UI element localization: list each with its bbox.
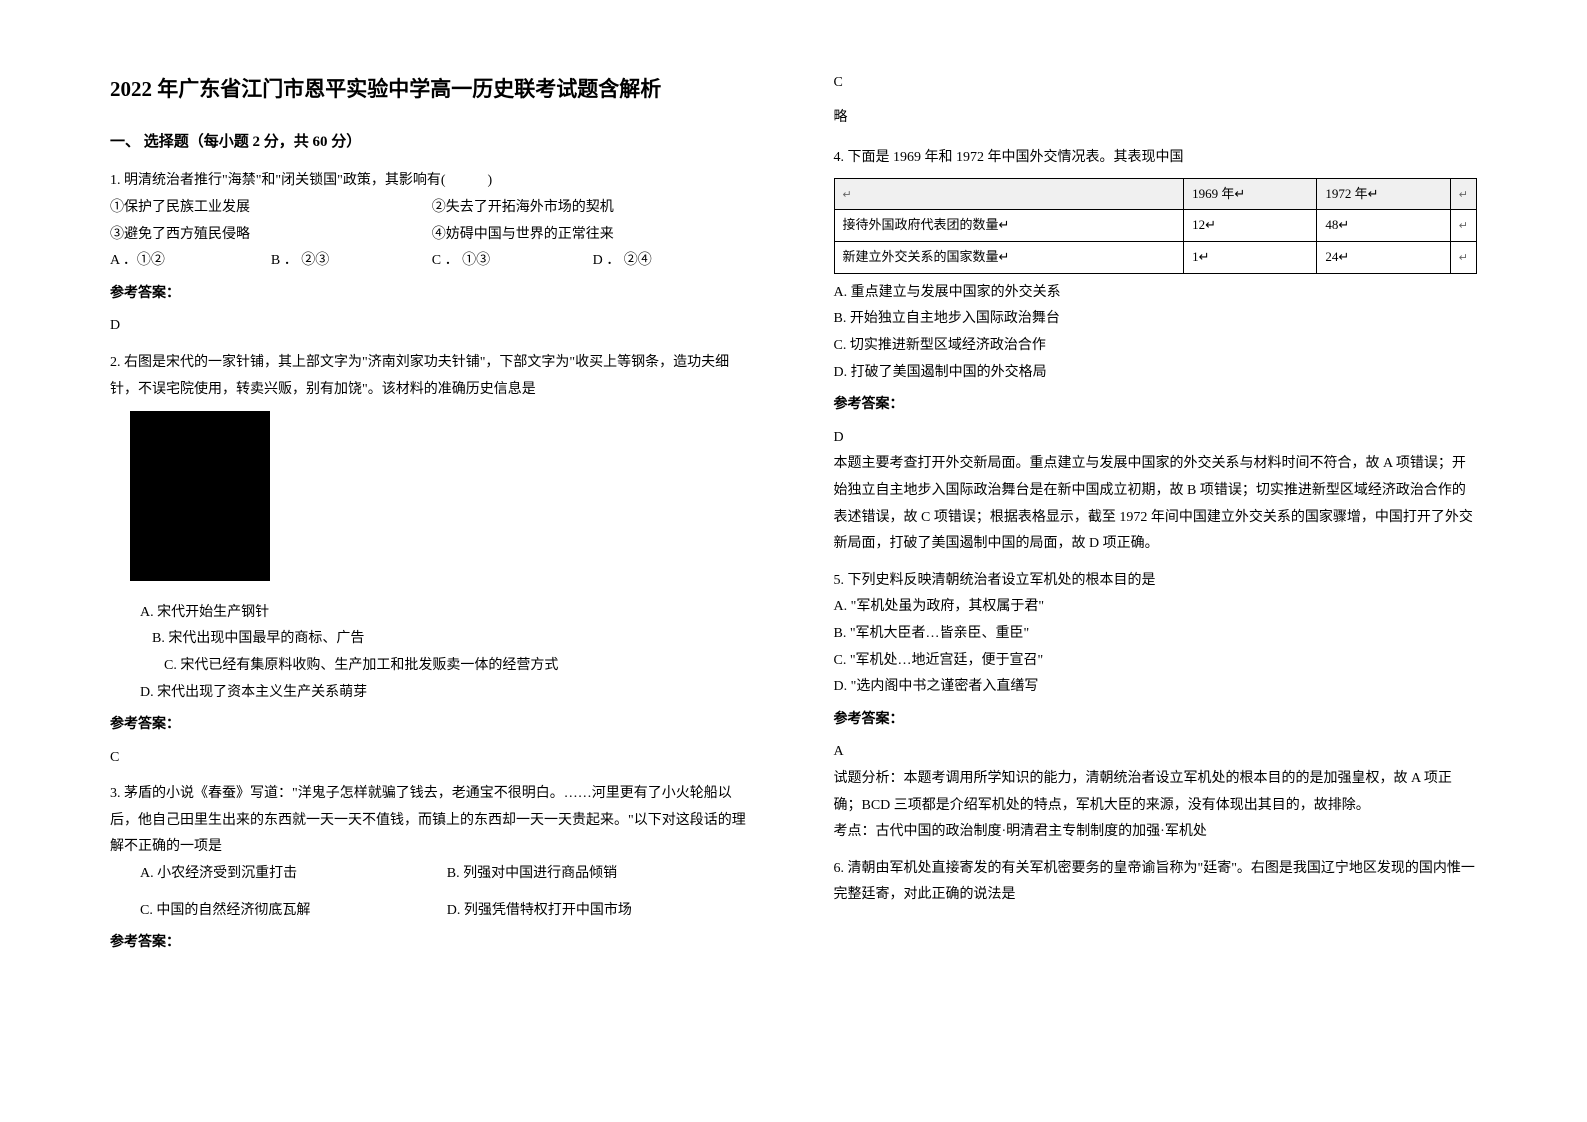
q4-r2-c3: ↵ <box>1450 242 1476 274</box>
q4-r1-c1: 12↵ <box>1184 210 1317 242</box>
q4-r2-c2: 24↵ <box>1317 242 1450 274</box>
section-heading: 一、 选择题（每小题 2 分，共 60 分） <box>110 128 754 157</box>
q1-opt-b: B ． ②③ <box>271 248 432 275</box>
question-1: 1. 明清统治者推行"海禁"和"闭关锁国"政策，其影响有( ) ①保护了民族工业… <box>110 168 754 340</box>
q2-answer: C <box>110 745 754 772</box>
document-title: 2022 年广东省江门市恩平实验中学高一历史联考试题含解析 <box>110 70 754 110</box>
q2-figure-image <box>130 411 270 581</box>
question-6: 6. 清朝由军机处直接寄发的有关军机密要务的皇帝谕旨称为"廷寄"。右图是我国辽宁… <box>834 856 1478 909</box>
q3-opt-b: B. 列强对中国进行商品倾销 <box>447 861 754 888</box>
q5-opt-a: A. "军机处虽为政府，其权属于君" <box>834 594 1478 621</box>
question-5: 5. 下列史料反映清朝统治者设立军机处的根本目的是 A. "军机处虽为政府，其权… <box>834 568 1478 846</box>
q1-opt-d: D ． ②④ <box>593 248 754 275</box>
q4-r2-c0: 新建立外交关系的国家数量↵ <box>834 242 1184 274</box>
q5-explanation: 试题分析：本题考调用所学知识的能力，清朝统治者设立军机处的根本目的的是加强皇权，… <box>834 766 1478 819</box>
q4-r1-c3: ↵ <box>1450 210 1476 242</box>
q2-opt-b: B. 宋代出现中国最早的商标、广告 <box>110 626 754 653</box>
q5-keypoint: 考点：古代中国的政治制度·明清君主专制制度的加强·军机处 <box>834 819 1478 846</box>
q4-r1-c0: 接待外国政府代表团的数量↵ <box>834 210 1184 242</box>
q4-opt-a: A. 重点建立与发展中国家的外交关系 <box>834 280 1478 307</box>
q5-stem: 5. 下列史料反映清朝统治者设立军机处的根本目的是 <box>834 568 1478 595</box>
table-row: 新建立外交关系的国家数量↵ 1↵ 24↵ ↵ <box>834 242 1477 274</box>
q4-opt-c: C. 切实推进新型区域经济政治合作 <box>834 333 1478 360</box>
table-row: ↵ 1969 年↵ 1972 年↵ ↵ <box>834 178 1477 210</box>
q4-th-1: 1969 年↵ <box>1184 178 1317 210</box>
q1-stem: 1. 明清统治者推行"海禁"和"闭关锁国"政策，其影响有( ) <box>110 168 754 195</box>
q5-ref-label: 参考答案： <box>834 707 1478 734</box>
question-3: 3. 茅盾的小说《春蚕》写道："洋鬼子怎样就骗了钱去，老通宝不很明白。……河里更… <box>110 781 754 957</box>
q3-stem: 3. 茅盾的小说《春蚕》写道："洋鬼子怎样就骗了钱去，老通宝不很明白。……河里更… <box>110 781 754 861</box>
q2-stem: 2. 右图是宋代的一家针铺，其上部文字为"济南刘家功夫针铺"，下部文字为"收买上… <box>110 350 754 403</box>
q3-opt-a: A. 小农经济受到沉重打击 <box>140 861 447 888</box>
q1-opt-a: A ．①② <box>110 248 271 275</box>
q1-answer: D <box>110 313 754 340</box>
question-2: 2. 右图是宋代的一家针铺，其上部文字为"济南刘家功夫针铺"，下部文字为"收买上… <box>110 350 754 771</box>
q2-ref-label: 参考答案： <box>110 712 754 739</box>
q5-answer: A <box>834 739 1478 766</box>
q1-item-3: ③避免了西方殖民侵略 <box>110 222 432 249</box>
q3-opt-c: C. 中国的自然经济彻底瓦解 <box>140 898 447 925</box>
left-column: 2022 年广东省江门市恩平实验中学高一历史联考试题含解析 一、 选择题（每小题… <box>90 70 794 1052</box>
q5-opt-d: D. "选内阁中书之谨密者入直缮写 <box>834 674 1478 701</box>
table-row: 接待外国政府代表团的数量↵ 12↵ 48↵ ↵ <box>834 210 1477 242</box>
q2-opt-c: C. 宋代已经有集原料收购、生产加工和批发贩卖一体的经营方式 <box>110 653 754 680</box>
q6-stem: 6. 清朝由军机处直接寄发的有关军机密要务的皇帝谕旨称为"廷寄"。右图是我国辽宁… <box>834 856 1478 909</box>
q4-explanation: 本题主要考查打开外交新局面。重点建立与发展中国家的外交关系与材料时间不符合，故 … <box>834 451 1478 557</box>
q1-item-4: ④妨碍中国与世界的正常往来 <box>432 222 754 249</box>
q4-r2-c1: 1↵ <box>1184 242 1317 274</box>
q3-ref-label: 参考答案： <box>110 930 754 957</box>
q4-stem: 4. 下面是 1969 年和 1972 年中国外交情况表。其表现中国 <box>834 145 1478 172</box>
q3-answer: C <box>834 70 1478 97</box>
q4-th-3: ↵ <box>1450 178 1476 210</box>
q5-opt-c: C. "军机处…地近宫廷，便于宣召" <box>834 648 1478 675</box>
q3-opt-d: D. 列强凭借特权打开中国市场 <box>447 898 754 925</box>
question-4: 4. 下面是 1969 年和 1972 年中国外交情况表。其表现中国 ↵ 196… <box>834 145 1478 558</box>
q4-table: ↵ 1969 年↵ 1972 年↵ ↵ 接待外国政府代表团的数量↵ 12↵ 48… <box>834 178 1478 274</box>
q2-opt-a: A. 宋代开始生产钢针 <box>110 600 754 627</box>
q2-opt-d: D. 宋代出现了资本主义生产关系萌芽 <box>110 680 754 707</box>
q3-explanation: 略 <box>834 105 1478 132</box>
q5-opt-b: B. "军机大臣者…皆亲臣、重臣" <box>834 621 1478 648</box>
q4-opt-b: B. 开始独立自主地步入国际政治舞台 <box>834 306 1478 333</box>
q4-opt-d: D. 打破了美国遏制中国的外交格局 <box>834 360 1478 387</box>
q4-th-0: ↵ <box>834 178 1184 210</box>
q1-opt-c: C ． ①③ <box>432 248 593 275</box>
q1-item-2: ②失去了开拓海外市场的契机 <box>432 195 754 222</box>
q4-r1-c2: 48↵ <box>1317 210 1450 242</box>
q4-answer: D <box>834 425 1478 452</box>
right-column: C 略 4. 下面是 1969 年和 1972 年中国外交情况表。其表现中国 ↵… <box>794 70 1498 1052</box>
q4-ref-label: 参考答案： <box>834 392 1478 419</box>
q1-ref-label: 参考答案： <box>110 281 754 308</box>
q4-th-2: 1972 年↵ <box>1317 178 1450 210</box>
q1-item-1: ①保护了民族工业发展 <box>110 195 432 222</box>
